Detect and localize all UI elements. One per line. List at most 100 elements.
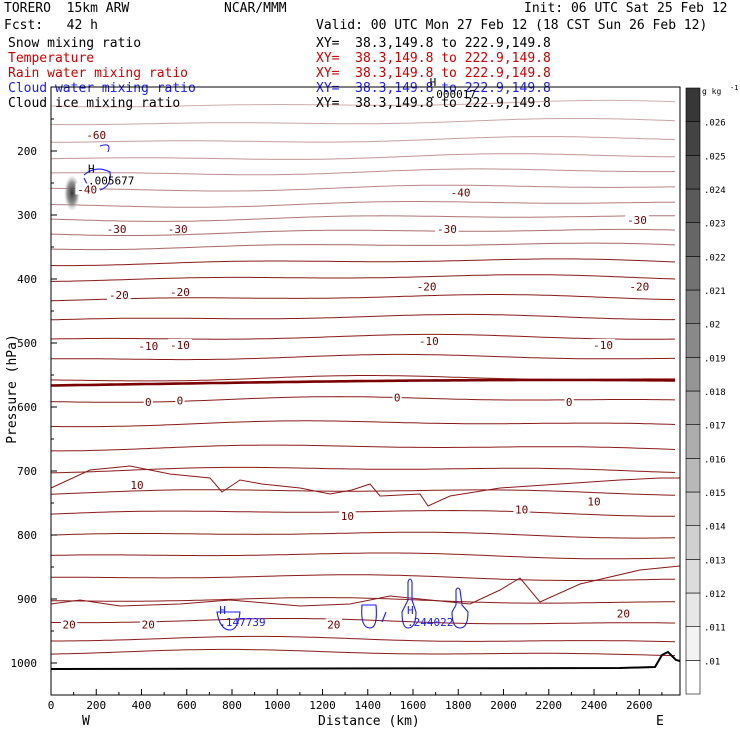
y-tick-label: 200 xyxy=(17,145,37,158)
label-backdrop xyxy=(140,618,157,630)
cloud-water-contour xyxy=(381,611,387,623)
temperature-contour xyxy=(50,420,676,428)
y-tick-label: 600 xyxy=(17,401,37,414)
temperature-label: 0 xyxy=(394,391,401,404)
temperature-contour xyxy=(50,313,675,321)
colorbar-segment xyxy=(685,188,701,223)
temperature-contour xyxy=(50,242,676,251)
temperature-contour xyxy=(50,465,680,507)
colorbar-label: .023 xyxy=(704,220,726,230)
label-backdrop xyxy=(417,335,441,347)
temperature-label: 0 xyxy=(177,395,184,408)
label-backdrop xyxy=(136,340,161,352)
colorbar-unit: g kg xyxy=(702,87,721,96)
colorbar-label: .011 xyxy=(704,624,726,634)
temperature-contour xyxy=(51,574,675,581)
forecast-hour: Fcst: 42 h xyxy=(4,18,98,33)
temperature-contour xyxy=(50,153,675,160)
colorbar-segment xyxy=(685,155,701,190)
temperature-label: -10 xyxy=(170,339,190,352)
colorbar-segment xyxy=(685,559,701,594)
cloud-water-contour xyxy=(361,604,377,629)
plot-frame xyxy=(50,86,681,696)
temperature-label: 20 xyxy=(142,619,155,632)
label-backdrop xyxy=(585,495,603,507)
label-backdrop xyxy=(615,607,632,619)
x-tick-label: 800 xyxy=(222,699,242,712)
y-tick-label: 800 xyxy=(17,529,37,542)
temperature-contour xyxy=(50,597,675,604)
high-value: .244022 xyxy=(407,616,453,629)
temperature-contour xyxy=(51,444,676,452)
field-name: Temperature xyxy=(8,51,95,66)
label-backdrop xyxy=(165,223,190,235)
x-axis-label: Distance (km) xyxy=(318,714,420,729)
temperature-contours xyxy=(50,99,681,657)
high-value: .147739 xyxy=(219,616,265,629)
temperature-contour xyxy=(50,215,675,222)
temperature-label: 10 xyxy=(587,496,600,509)
temperature-label: -20 xyxy=(417,281,437,294)
high-letter: H xyxy=(430,76,437,89)
temperature-contour xyxy=(51,136,676,143)
label-backdrop xyxy=(84,129,109,140)
x-tick-label: 1000 xyxy=(264,699,291,712)
x-right-label: E xyxy=(656,714,664,729)
colorbar-segment xyxy=(685,357,701,392)
high-value: .000017 xyxy=(430,88,476,101)
x-tick-label: 2200 xyxy=(536,699,563,712)
y-tick-label: 1000 xyxy=(11,657,38,670)
colorbar-segment xyxy=(685,256,701,291)
temperature-contour xyxy=(50,466,676,474)
temperature-contour xyxy=(51,635,676,643)
cloud-water-contours xyxy=(81,144,469,631)
temperature-label: -60 xyxy=(86,129,106,142)
colorbar-segment xyxy=(685,592,701,627)
colorbar: .01 .011 .012 .013 .014 .015 .016 .017 .018 .019.… xyxy=(685,84,738,695)
x-tick-label: 1800 xyxy=(445,699,472,712)
cloud-water-contour xyxy=(99,144,110,153)
label-backdrop xyxy=(591,338,615,350)
colorbar-segment xyxy=(685,660,701,695)
x-tick-label: 0 xyxy=(48,699,55,712)
colorbar-label: .026 xyxy=(704,119,726,129)
colorbar-label: .022 xyxy=(704,253,726,263)
label-backdrop xyxy=(448,186,473,198)
temperature-contour xyxy=(51,184,675,192)
field-name: Rain water mixing ratio xyxy=(8,66,189,81)
label-backdrop xyxy=(175,394,185,406)
field-name: Cloud ice mixing ratio xyxy=(8,96,181,111)
x-left-label: W xyxy=(82,714,90,729)
label-backdrop xyxy=(143,395,153,407)
cloud-water-contour xyxy=(83,168,111,191)
colorbar-label: .024 xyxy=(704,186,726,196)
colorbar-segment xyxy=(685,626,701,661)
colorbar-label: .025 xyxy=(704,152,726,162)
colorbar-segment xyxy=(685,222,701,257)
high-value: .005677 xyxy=(88,175,134,188)
colorbar-label: .01 xyxy=(704,657,720,667)
label-backdrop xyxy=(339,509,356,521)
temperature-labels: -60-40 -40-30 -30 -30-30-20 -20 -20 -20-10 -10-… xyxy=(60,129,652,632)
colorbar-label: .016 xyxy=(704,455,726,465)
temperature-contour xyxy=(51,274,676,282)
x-tick-label: 1200 xyxy=(309,699,336,712)
valid-time: Valid: 00 UTC Mon 27 Feb 12 (18 CST Sun … xyxy=(316,18,708,33)
temperature-label: -20 xyxy=(629,281,649,294)
label-backdrop xyxy=(627,280,652,292)
colorbar-label: .013 xyxy=(704,556,726,566)
temperature-contour xyxy=(50,333,675,340)
temperature-contour xyxy=(50,258,676,267)
temperature-contour xyxy=(51,353,675,361)
temperature-contour xyxy=(50,648,676,657)
label-backdrop xyxy=(625,214,649,226)
temperature-label: -40 xyxy=(77,183,97,196)
init-time: Init: 06 UTC Sat 25 Feb 12 xyxy=(524,1,728,16)
colorbar-segment xyxy=(685,121,701,156)
temperature-label: -30 xyxy=(627,214,647,227)
colorbar-unit-exponent: -1 xyxy=(730,84,738,92)
temperature-label: -20 xyxy=(170,286,190,299)
temperature-contour xyxy=(50,118,676,126)
temperature-label: 20 xyxy=(62,619,75,632)
colorbar-label: .021 xyxy=(704,287,726,297)
